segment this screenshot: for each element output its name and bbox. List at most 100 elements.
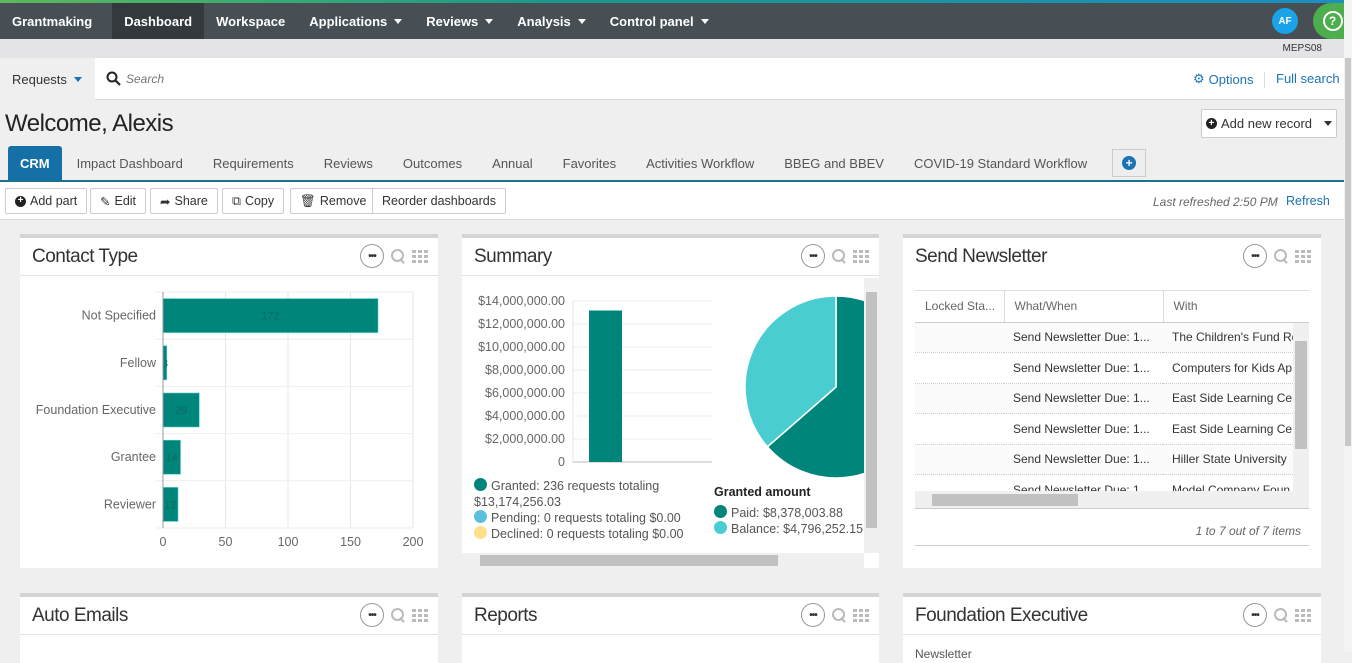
legend-dot bbox=[474, 526, 487, 539]
tab-requirements[interactable]: Requirements bbox=[212, 155, 294, 171]
options-label: Options bbox=[1208, 71, 1254, 87]
table-row[interactable]: Send Newsletter Due: 1... Hiller State Un… bbox=[915, 444, 1309, 475]
data-label: 3 bbox=[162, 358, 168, 370]
grid-horizontal-scrollbar[interactable] bbox=[915, 491, 1309, 508]
brand[interactable]: Grantmaking bbox=[12, 13, 93, 29]
newsletter-grid: Locked Sta... What/When With Send Newslette… bbox=[915, 290, 1309, 509]
grid-icon[interactable] bbox=[1295, 249, 1311, 263]
column-header[interactable]: Locked Sta... bbox=[915, 291, 1005, 323]
table-cell: Send Newsletter Due: 1... bbox=[1004, 413, 1163, 445]
table-cell: Send Newsletter Due: 1... bbox=[1004, 383, 1163, 414]
tab-impact-dashboard[interactable]: Impact Dashboard bbox=[76, 155, 183, 171]
table-row[interactable]: Send Newsletter Due: 1... Computers for K… bbox=[915, 352, 1309, 384]
zoom-icon[interactable] bbox=[831, 248, 847, 264]
user-avatar[interactable]: AF bbox=[1272, 8, 1298, 34]
more-options-button[interactable]: ••• bbox=[360, 244, 384, 268]
caret-down-icon bbox=[577, 18, 586, 24]
legend-pending: Pending: 0 requests totaling $0.00 bbox=[474, 510, 709, 526]
remove-button[interactable]: 🗑 Remove bbox=[290, 188, 377, 214]
tab-crm[interactable]: CRM bbox=[8, 146, 62, 180]
plus-circle-icon: + bbox=[1122, 156, 1137, 170]
trash-icon: 🗑 bbox=[300, 193, 316, 208]
edit-button[interactable]: ✎ Edit bbox=[90, 188, 147, 214]
grid-icon[interactable] bbox=[853, 608, 869, 622]
copy-button[interactable]: ⧉ Copy bbox=[222, 188, 285, 214]
horizontal-scrollbar[interactable] bbox=[462, 553, 864, 568]
legend-paid: Paid: $8,378,003.88 bbox=[714, 505, 864, 521]
full-search-link[interactable]: Full search bbox=[1276, 71, 1340, 86]
zoom-icon[interactable] bbox=[390, 248, 406, 264]
dashboard-toolbar: + Add part ✎ Edit ➦ Share ⧉ Copy 🗑 Remove Reo… bbox=[0, 182, 1344, 220]
legend-dot bbox=[714, 505, 727, 518]
zoom-icon[interactable] bbox=[390, 607, 406, 623]
more-options-button[interactable]: ••• bbox=[801, 244, 825, 268]
legend-dot bbox=[474, 478, 487, 491]
legend-label: Balance: $4,796,252.15 bbox=[731, 522, 864, 536]
tab-annual[interactable]: Annual bbox=[492, 155, 533, 171]
divider bbox=[1264, 72, 1265, 88]
pie-slice-paid bbox=[766, 295, 864, 479]
table-cell: Send Newsletter Due: 1... bbox=[1004, 322, 1163, 353]
table-row[interactable]: Send Newsletter Due: 1... East Side Learn… bbox=[915, 383, 1309, 414]
pie-legend: Granted amount Paid: $8,378,003.88 Balan… bbox=[714, 484, 864, 537]
legend-label: Granted: 236 requests totaling $13,174,2… bbox=[474, 479, 660, 509]
table-row[interactable]: Send Newsletter Due: 1... The Children's … bbox=[915, 322, 1309, 353]
x-tick-label: 100 bbox=[278, 535, 299, 549]
page-scrollbar[interactable] bbox=[1344, 0, 1352, 652]
plus-circle-icon: + bbox=[15, 195, 26, 207]
more-options-button[interactable]: ••• bbox=[801, 603, 825, 627]
legend-declined: Declined: 0 requests totaling $0.00 bbox=[474, 526, 709, 542]
y-tick-label: $2,000,000.00 bbox=[485, 432, 565, 446]
nav-applications[interactable]: Applications bbox=[297, 3, 414, 39]
vertical-scrollbar[interactable] bbox=[864, 278, 879, 553]
add-part-button[interactable]: + Add part bbox=[5, 188, 88, 214]
add-tab-button[interactable]: + bbox=[1112, 149, 1147, 177]
more-options-button[interactable]: ••• bbox=[1243, 603, 1267, 627]
nav-control-panel[interactable]: Control panel bbox=[598, 3, 721, 39]
search-input[interactable] bbox=[126, 71, 426, 86]
tab-activities-workflow[interactable]: Activities Workflow bbox=[646, 155, 755, 171]
caret-down-icon bbox=[73, 76, 82, 82]
grid-icon[interactable] bbox=[412, 249, 428, 263]
search-scope-dropdown[interactable]: Requests bbox=[0, 58, 95, 100]
more-options-button[interactable]: ••• bbox=[1243, 244, 1267, 268]
nav-analysis[interactable]: Analysis bbox=[505, 3, 597, 39]
label: Copy bbox=[244, 194, 275, 208]
top-accent-bar bbox=[0, 0, 1352, 3]
panel-title: Reports bbox=[474, 605, 538, 626]
nav-workspace[interactable]: Workspace bbox=[204, 3, 297, 39]
gear-icon: ⚙ bbox=[1193, 71, 1205, 86]
column-header[interactable]: With bbox=[1163, 291, 1309, 323]
y-tick-label: $6,000,000.00 bbox=[485, 386, 565, 400]
divider bbox=[915, 545, 1309, 546]
caret-down-icon bbox=[700, 18, 709, 24]
pie-title: Granted amount bbox=[714, 485, 811, 499]
column-header[interactable]: What/When bbox=[1004, 291, 1164, 323]
nav-dashboard[interactable]: Dashboard bbox=[112, 3, 205, 39]
more-options-button[interactable]: ••• bbox=[360, 603, 384, 627]
x-tick-label: 200 bbox=[403, 535, 424, 549]
add-new-record-button[interactable]: + Add new record bbox=[1201, 109, 1337, 138]
zoom-icon[interactable] bbox=[1273, 248, 1289, 264]
nav-label: Reviews bbox=[426, 13, 479, 29]
table-cell: Computers for Kids Ap bbox=[1163, 352, 1309, 384]
share-icon: ➦ bbox=[160, 194, 171, 209]
options-link[interactable]: ⚙ Options bbox=[1193, 71, 1253, 87]
tab-outcomes[interactable]: Outcomes bbox=[402, 155, 463, 171]
table-row[interactable]: Send Newsletter Due: 1... East Side Learn… bbox=[915, 413, 1309, 445]
zoom-icon[interactable] bbox=[831, 607, 847, 623]
tab-reviews[interactable]: Reviews bbox=[323, 155, 373, 171]
tab-covid-19-standard-workflow[interactable]: COVID-19 Standard Workflow bbox=[913, 155, 1088, 171]
tab-favorites[interactable]: Favorites bbox=[562, 155, 617, 171]
summary-chart: 0 $2,000,000.00 $4,000,000.00 $6,000,000.00… bbox=[478, 294, 864, 479]
grid-icon[interactable] bbox=[412, 608, 428, 622]
grid-icon[interactable] bbox=[853, 249, 869, 263]
tab-bbeg-and-bbev[interactable]: BBEG and BBEV bbox=[784, 155, 884, 171]
reorder-dashboards-button[interactable]: Reorder dashboards bbox=[372, 188, 506, 214]
share-button[interactable]: ➦ Share bbox=[150, 188, 218, 214]
zoom-icon[interactable] bbox=[1273, 607, 1289, 623]
refresh-link[interactable]: Refresh bbox=[1286, 194, 1330, 208]
nav-reviews[interactable]: Reviews bbox=[414, 3, 505, 39]
grid-icon[interactable] bbox=[1295, 608, 1311, 622]
grid-vertical-scrollbar[interactable] bbox=[1293, 323, 1309, 491]
